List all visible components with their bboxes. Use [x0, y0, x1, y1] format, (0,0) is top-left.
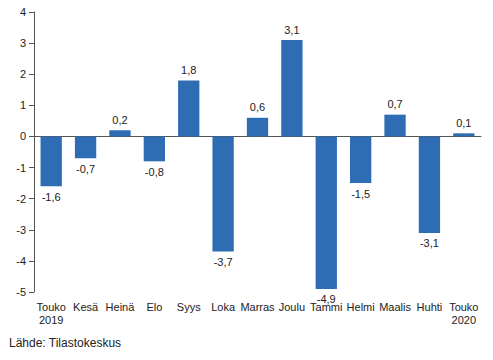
svg-text:-4,9: -4,9 — [317, 293, 336, 305]
svg-text:-3,1: -3,1 — [420, 237, 439, 249]
svg-text:-3,7: -3,7 — [214, 256, 233, 268]
svg-text:1: 1 — [20, 99, 26, 111]
svg-text:Helmi: Helmi — [347, 301, 375, 313]
svg-text:4: 4 — [20, 6, 26, 18]
svg-text:Syys: Syys — [177, 301, 201, 313]
svg-text:Kesä: Kesä — [73, 301, 99, 313]
svg-text:Touko: Touko — [449, 301, 478, 313]
svg-text:-4: -4 — [16, 255, 26, 267]
svg-text:Tammi: Tammi — [310, 300, 343, 313]
svg-text:-1,5: -1,5 — [351, 188, 370, 200]
svg-text:0,7: 0,7 — [387, 98, 402, 110]
svg-text:1,8: 1,8 — [181, 64, 196, 76]
svg-text:Marras: Marras — [240, 301, 275, 313]
svg-text:0,6: 0,6 — [250, 101, 265, 113]
svg-text:2: 2 — [20, 68, 26, 80]
svg-text:2020: 2020 — [452, 314, 476, 326]
svg-text:2019: 2019 — [39, 314, 63, 326]
svg-text:Touko: Touko — [37, 301, 66, 313]
svg-text:Joulu: Joulu — [279, 301, 305, 313]
svg-text:-0,7: -0,7 — [76, 163, 95, 175]
svg-text:-1,6: -1,6 — [42, 191, 61, 203]
svg-text:0: 0 — [20, 130, 26, 142]
svg-text:Elo: Elo — [146, 301, 162, 313]
svg-text:3: 3 — [20, 37, 26, 49]
svg-text:-1: -1 — [16, 162, 26, 174]
svg-text:3,1: 3,1 — [284, 24, 299, 36]
svg-text:-5: -5 — [16, 286, 26, 298]
svg-text:Maalis: Maalis — [379, 301, 411, 313]
svg-text:Lähde: Tilastokeskus: Lähde: Tilastokeskus — [9, 336, 121, 350]
svg-text:Loka: Loka — [211, 301, 236, 313]
svg-text:-3: -3 — [16, 224, 26, 236]
svg-text:Heinä: Heinä — [106, 301, 136, 313]
svg-text:-2: -2 — [16, 193, 26, 205]
svg-text:0,2: 0,2 — [112, 114, 127, 126]
svg-text:0,1: 0,1 — [456, 117, 471, 129]
svg-text:Huhti: Huhti — [417, 301, 443, 313]
svg-text:-0,8: -0,8 — [145, 166, 164, 178]
